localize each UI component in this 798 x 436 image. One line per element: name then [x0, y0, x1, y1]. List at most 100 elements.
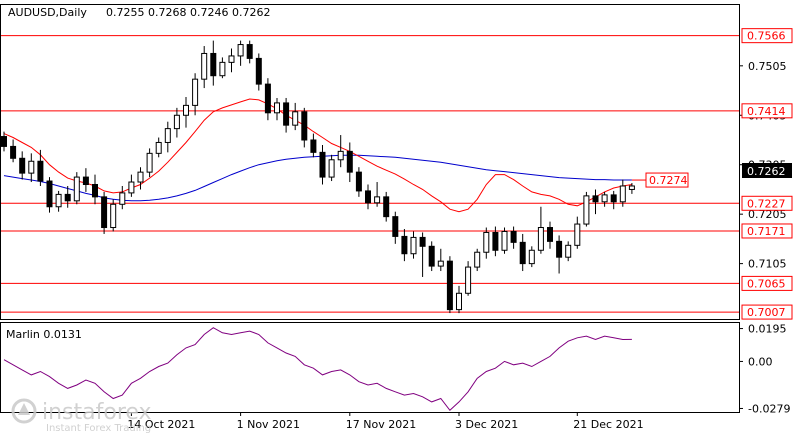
candle-body-bull [601, 194, 608, 203]
candle[interactable] [528, 246, 535, 268]
candle[interactable] [610, 190, 617, 210]
candle[interactable] [465, 261, 472, 296]
candle[interactable] [201, 46, 208, 89]
candle-body-bear [556, 240, 563, 258]
candle[interactable] [164, 121, 171, 153]
candle[interactable] [474, 248, 481, 272]
candle[interactable] [73, 172, 80, 205]
candle[interactable] [173, 107, 180, 138]
candle[interactable] [510, 226, 517, 249]
candle[interactable] [619, 179, 626, 207]
candle[interactable] [210, 40, 217, 86]
candle[interactable] [392, 211, 399, 244]
candle[interactable] [628, 183, 635, 194]
candle[interactable] [483, 227, 490, 259]
watermark-brand: instaforex [42, 400, 152, 425]
candle[interactable] [246, 40, 253, 64]
candle[interactable] [292, 102, 299, 131]
candle-body-bear [92, 183, 98, 198]
osc-tick-label: -0.0279 [748, 402, 790, 415]
candle[interactable] [46, 177, 53, 213]
candle[interactable] [365, 184, 371, 210]
candle-body-bear [419, 236, 426, 247]
candle[interactable] [547, 221, 553, 249]
candle[interactable] [274, 97, 280, 121]
candle[interactable] [310, 133, 317, 158]
candle[interactable] [419, 232, 426, 277]
level-label: 0.7007 [747, 306, 786, 319]
candle[interactable] [446, 256, 453, 314]
candle[interactable] [437, 248, 444, 272]
candle[interactable] [146, 148, 153, 178]
candle-body-bear [392, 216, 399, 237]
candle[interactable] [264, 78, 271, 121]
candle[interactable] [92, 174, 98, 205]
candle[interactable] [565, 241, 572, 262]
candle[interactable] [28, 153, 35, 183]
price-tick-label: 0.7505 [748, 60, 787, 73]
candle[interactable] [301, 107, 308, 148]
candle[interactable] [328, 154, 335, 182]
candle[interactable] [501, 227, 508, 254]
candle[interactable] [601, 191, 608, 207]
candle[interactable] [319, 144, 326, 185]
candle[interactable] [128, 174, 135, 197]
candle[interactable] [410, 231, 417, 259]
ma-value-box [645, 172, 689, 188]
candle[interactable] [537, 206, 544, 254]
ma-value-label: 0.7274 [649, 174, 688, 187]
candle[interactable] [64, 185, 71, 208]
candle[interactable] [556, 235, 563, 274]
candle[interactable] [383, 191, 390, 222]
candle[interactable] [428, 241, 435, 272]
current-price-label: 0.7262 [747, 165, 786, 178]
candle[interactable] [219, 57, 226, 79]
candle[interactable] [492, 226, 499, 257]
candle[interactable] [574, 216, 581, 249]
candle[interactable] [183, 96, 189, 128]
candle[interactable] [119, 185, 126, 210]
candle-body-bear [246, 44, 253, 59]
candle-body-bear [301, 111, 308, 141]
candle[interactable] [283, 97, 290, 133]
candle[interactable] [37, 149, 44, 186]
candle[interactable] [519, 233, 526, 272]
candle[interactable] [456, 285, 462, 314]
candle-body-bear [428, 245, 435, 267]
candle-body-bull [146, 152, 153, 173]
date-tick-label: 14 Oct 2021 [127, 418, 195, 431]
candle[interactable] [374, 182, 381, 207]
candle[interactable] [401, 229, 408, 262]
candle[interactable] [10, 139, 17, 163]
candle[interactable] [1, 131, 7, 152]
candle-body-bear [283, 102, 290, 126]
candle[interactable] [255, 53, 262, 91]
candle[interactable] [237, 40, 244, 66]
candle[interactable] [82, 168, 89, 192]
candle[interactable] [19, 151, 26, 180]
candle[interactable] [355, 167, 362, 197]
candle-body-bear [19, 157, 26, 174]
candle[interactable] [55, 190, 62, 212]
candle[interactable] [228, 48, 235, 73]
candle-body-bear [210, 52, 217, 77]
candle-body-bear [310, 139, 317, 153]
candle[interactable] [101, 191, 108, 234]
candle-body-bear [365, 190, 371, 204]
candle-body-bull [110, 203, 117, 229]
candle-body-bull [465, 266, 472, 294]
candle[interactable] [110, 199, 117, 232]
candle[interactable] [583, 191, 590, 227]
candle[interactable] [155, 137, 162, 158]
candle-body-bear [319, 151, 326, 178]
candle-body-bear [10, 145, 17, 159]
candle[interactable] [592, 189, 599, 215]
candle[interactable] [346, 142, 353, 183]
candle-body-bull [237, 44, 244, 57]
candle[interactable] [337, 135, 344, 168]
candle[interactable] [192, 73, 199, 116]
candle[interactable] [137, 167, 144, 190]
candle-body-bear [264, 83, 271, 114]
candle-body-bear [101, 196, 108, 229]
candle-body-bull [28, 160, 35, 174]
